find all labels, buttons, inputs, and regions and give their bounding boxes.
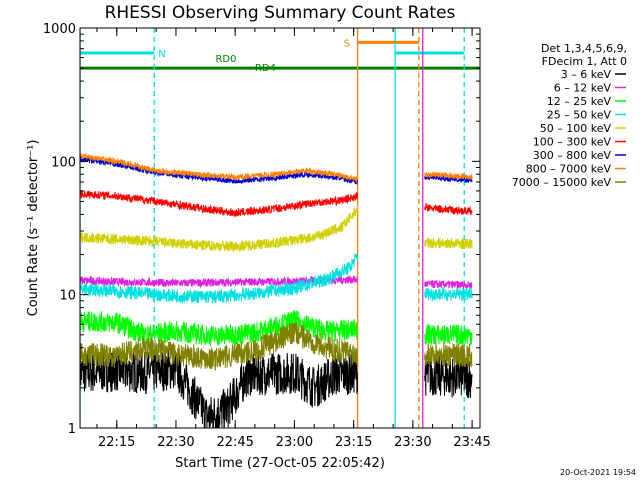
plot-frame bbox=[79, 27, 481, 429]
legend-header: FDecim 1, Att 0 bbox=[542, 55, 627, 68]
series-line-1-b bbox=[424, 279, 473, 291]
legend-entry-label: 12 – 25 keV bbox=[547, 95, 612, 108]
legend: Det 1,3,4,5,6,9,FDecim 1, Att 03 – 6 keV… bbox=[512, 42, 627, 189]
x-axis-label: Start Time (27-Oct-05 22:05:42) bbox=[175, 456, 385, 471]
series-line-7 bbox=[80, 152, 358, 184]
interval-label-rd4: RD4 bbox=[255, 63, 276, 74]
x-tick-label: 22:30 bbox=[157, 435, 194, 450]
interval-label-n: N bbox=[158, 49, 165, 60]
series-line-0-b bbox=[424, 354, 473, 399]
series-line-1 bbox=[80, 274, 358, 289]
legend-entry-label: 300 – 800 keV bbox=[533, 149, 612, 162]
series-lines bbox=[80, 152, 473, 428]
y-axis-label: Count Rate (s⁻¹ detector⁻¹) bbox=[26, 140, 41, 317]
legend-entry-label: 100 – 300 keV bbox=[533, 136, 612, 149]
series-line-2 bbox=[80, 310, 358, 347]
series-line-4 bbox=[80, 205, 358, 253]
legend-entry-label: 25 – 50 keV bbox=[547, 109, 612, 122]
y-tick-label: 10 bbox=[59, 289, 76, 304]
series-line-7-b bbox=[424, 170, 473, 180]
series-line-5 bbox=[80, 190, 358, 217]
x-axis-ticks: 22:15 22:30 22:45 23:00 23:15 23:30 23:45 bbox=[96, 28, 491, 450]
legend-entry-label: 7000 – 15000 keV bbox=[512, 176, 612, 189]
y-axis-ticks: 1 10 100 1000 bbox=[43, 22, 480, 437]
series-line-0 bbox=[80, 348, 358, 428]
series-line-6 bbox=[80, 155, 358, 186]
series-line-3-b bbox=[424, 287, 473, 302]
x-tick-label: 23:30 bbox=[394, 435, 431, 450]
series-line-8 bbox=[80, 321, 358, 371]
series-line-2-b bbox=[424, 324, 473, 346]
x-tick-label: 23:15 bbox=[335, 435, 372, 450]
timestamp: 20-Oct-2021 19:54 bbox=[560, 468, 636, 477]
x-tick-label: 22:45 bbox=[216, 435, 253, 450]
x-tick-label: 23:00 bbox=[276, 435, 313, 450]
legend-entry-label: 3 – 6 keV bbox=[561, 68, 612, 81]
legend-entry-label: 50 – 100 keV bbox=[540, 122, 612, 135]
series-line-4-b bbox=[424, 237, 473, 249]
interval-label-s: S bbox=[344, 38, 350, 49]
interval-bars: N S RD0 RD4 bbox=[80, 38, 480, 74]
y-tick-label: 1000 bbox=[43, 22, 76, 37]
interval-label-rd0: RD0 bbox=[215, 54, 236, 65]
series-line-3 bbox=[80, 253, 358, 304]
legend-header: Det 1,3,4,5,6,9, bbox=[541, 42, 627, 55]
chart-title: RHESSI Observing Summary Count Rates bbox=[105, 3, 456, 23]
y-tick-label: 100 bbox=[51, 155, 76, 170]
legend-entry-label: 800 – 7000 keV bbox=[526, 163, 612, 176]
x-tick-label: 22:15 bbox=[98, 435, 135, 450]
legend-entry-label: 6 – 12 keV bbox=[554, 82, 612, 95]
series-line-8-b bbox=[424, 342, 473, 368]
series-line-5-b bbox=[424, 201, 473, 216]
y-tick-label: 1 bbox=[68, 422, 76, 437]
x-tick-label: 23:45 bbox=[453, 435, 490, 450]
